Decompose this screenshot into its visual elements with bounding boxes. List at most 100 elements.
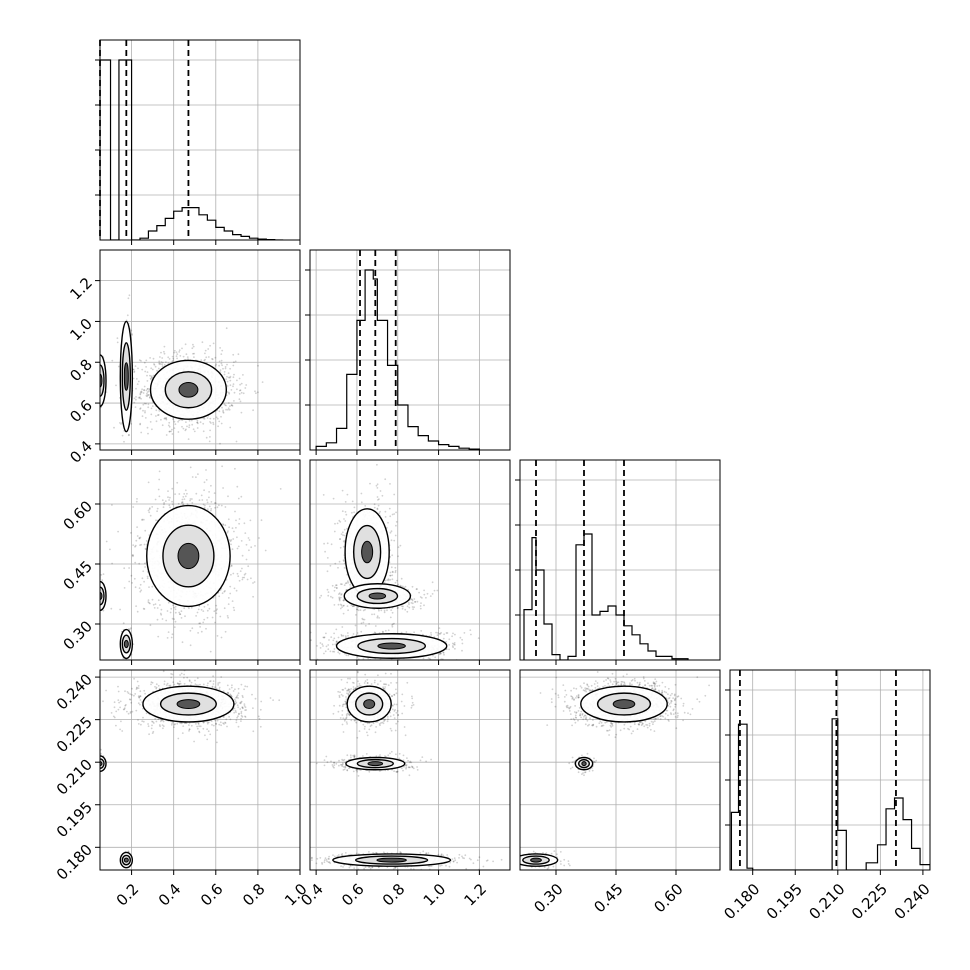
scatter-point [389,515,392,518]
scatter-point [193,740,196,743]
scatter-point [250,546,253,549]
scatter-point [98,597,100,599]
scatter-point [166,610,169,612]
scatter-point [203,359,206,362]
scatter-point [227,495,229,498]
scatter-point [152,374,155,377]
scatter-point [222,722,225,724]
scatter-point [137,719,139,721]
scatter-point [141,415,144,418]
scatter-point [165,684,168,687]
scatter-point [186,425,188,428]
scatter-point [96,596,98,598]
scatter-point [154,717,157,720]
scatter-point [143,361,146,364]
scatter-point [235,696,237,699]
scatter-point [113,706,116,709]
scatter-point [149,374,151,377]
scatter-point [167,490,169,492]
scatter-point [196,421,199,424]
scatter-point [143,389,145,391]
scatter-point [192,352,194,355]
scatter-point [158,363,161,366]
scatter-point [158,724,161,726]
scatter-point [183,607,186,610]
scatter-point [165,417,167,420]
scatter-point [179,674,182,676]
scatter-point [235,519,237,522]
scatter-point [184,343,187,346]
scatter-point [97,595,99,597]
scatter-point [395,521,398,523]
tick-label-y: 0.30 [60,617,96,653]
tick-label-x: 0.225 [848,880,891,923]
scatter-point [144,410,146,412]
scatter-point [135,688,138,690]
scatter-point [224,366,227,368]
scatter-point [203,418,206,420]
scatter-point [338,599,341,602]
scatter-point [177,420,180,423]
scatter-point [149,507,151,510]
scatter-point [187,438,190,440]
scatter-point [207,730,210,733]
scatter-point [174,608,177,611]
scatter-point [167,362,170,365]
scatter-point [240,411,243,414]
scatter-point [189,629,192,632]
scatter-point [105,540,108,543]
scatter-point [356,608,359,611]
scatter-point [376,463,378,466]
scatter-point [239,389,242,391]
scatter-point [236,572,239,575]
scatter-point [180,672,183,675]
scatter-point [170,723,173,726]
scatter-point [251,693,253,696]
scatter-point [222,716,225,718]
scatter-point [96,359,98,361]
scatter-point [212,423,215,426]
scatter-point [234,360,237,363]
scatter-point [153,363,155,365]
scatter-point [237,697,240,699]
scatter-point [163,350,165,353]
scatter-point [198,725,201,728]
scatter-point [123,567,126,570]
scatter-point [181,501,184,503]
scatter-point [236,536,238,539]
scatter-point [209,344,212,347]
scatter-point [116,337,119,340]
scatter-point [191,423,194,426]
scatter-point [196,684,198,686]
scatter-point [173,618,176,620]
scatter-point [126,691,129,693]
scatter-point [338,560,341,563]
scatter-point [102,573,105,575]
scatter-point [216,719,219,722]
scatter-point [248,539,251,541]
panel-frame [519,459,721,661]
panel-frame [99,39,301,241]
scatter-point [241,706,244,708]
scatter-point [98,399,100,401]
scatter-point [155,686,158,689]
scatter-point [343,534,346,537]
scatter-point [210,484,212,487]
panel-2-0: 0.300.450.60 [60,459,301,665]
scatter-point [152,721,154,723]
scatter-point [171,500,174,503]
scatter-point [192,343,194,346]
scatter-point [168,499,171,501]
scatter-point [387,578,390,581]
scatter-point [142,409,144,412]
scatter-point [386,579,389,582]
scatter-point [137,367,139,370]
scatter-point [212,421,215,424]
scatter-point [258,717,261,720]
scatter-point [148,511,151,514]
scatter-point [237,353,240,356]
scatter-point [344,511,347,513]
scatter-point [133,397,136,400]
scatter-point [181,641,184,644]
